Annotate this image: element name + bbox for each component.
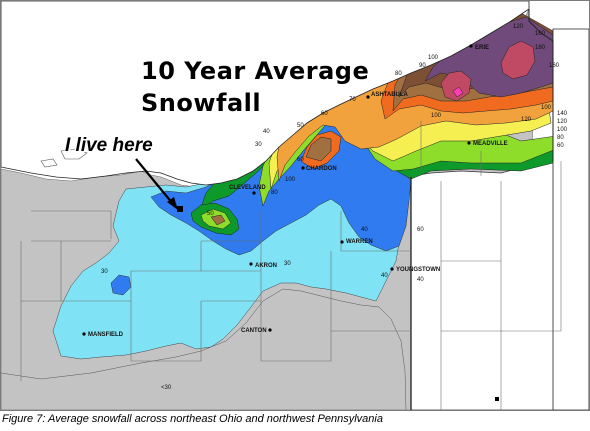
iso-60-pa: 60 <box>417 227 424 233</box>
label-cleveland: CLEVELAND <box>229 185 266 191</box>
iso-160-right: 160 <box>549 63 560 69</box>
region-70-cleveland-blob <box>210 214 226 226</box>
label-youngstown: YOUNGSTOWN <box>396 267 440 273</box>
label-akron: AKRON <box>255 263 277 269</box>
iso-100-chardon: 100 <box>285 177 296 183</box>
iso-100-pa2: 100 <box>541 105 552 111</box>
pa-ny-border <box>528 9 554 161</box>
iso-40-warren: 40 <box>361 227 368 233</box>
map-title-line1: 10 Year Average <box>141 57 370 85</box>
iso-120-right: 120 <box>557 119 568 125</box>
marker-warren <box>340 240 344 244</box>
region-lt30-south <box>1 288 407 410</box>
label-chardon: CHARDON <box>306 166 337 172</box>
map-title-line2: Snowfall <box>141 89 262 117</box>
iso-30: 30 <box>255 142 262 148</box>
map-frame: ERIE ASHTABULA MEADVILLE CHARDON CLEVELA… <box>0 0 590 411</box>
iso-140-right: 140 <box>557 111 568 117</box>
marker-se-corner <box>495 397 499 401</box>
iso-40-youngstown: 40 <box>381 273 388 279</box>
region-180-west <box>440 70 472 102</box>
home-annotation: I live here <box>65 135 153 156</box>
iso-50: 50 <box>297 123 304 129</box>
label-canton: CANTON <box>241 328 267 334</box>
iso-80-right: 80 <box>557 135 564 141</box>
iso-100-right: 100 <box>557 127 568 133</box>
label-ashtabula: ASHTABULA <box>371 92 409 98</box>
new-york-land <box>552 28 589 410</box>
label-mansfield: MANSFIELD <box>88 332 124 338</box>
home-marker <box>177 206 183 212</box>
marker-cleveland <box>252 191 256 195</box>
iso-80: 80 <box>395 71 402 77</box>
iso-50-blob: 50 <box>207 211 214 217</box>
iso-60-chardon: 60 <box>297 157 304 163</box>
city-markers <box>82 44 499 401</box>
iso-40-pa: 40 <box>417 277 424 283</box>
arrow-icon <box>135 158 178 210</box>
islands <box>40 148 88 168</box>
region-180-east <box>500 40 536 80</box>
iso-60-right: 60 <box>557 143 564 149</box>
region-peak <box>452 86 464 98</box>
marker-youngstown <box>390 267 394 271</box>
iso-120-pa: 120 <box>521 117 532 123</box>
iso-lt30: <30 <box>161 385 172 391</box>
iso-70: 70 <box>349 97 356 103</box>
marker-mansfield <box>82 332 86 336</box>
iso-90: 90 <box>419 63 426 69</box>
iso-60: 60 <box>321 111 328 117</box>
marker-meadville <box>467 141 471 145</box>
label-erie: ERIE <box>475 45 489 51</box>
figure-caption: Figure 7: Average snowfall across northe… <box>2 413 383 425</box>
label-warren: WARREN <box>346 239 373 245</box>
iso-100-pa: 100 <box>431 113 442 119</box>
county-lines <box>20 121 562 410</box>
iso-100-erie: 100 <box>428 55 439 61</box>
iso-30-west: 30 <box>101 269 108 275</box>
marker-chardon <box>301 166 305 170</box>
marker-ashtabula <box>366 95 370 99</box>
iso-160-top: 160 <box>535 31 546 37</box>
iso-80-chardon: 80 <box>271 190 278 196</box>
marker-canton <box>268 328 272 332</box>
label-meadville: MEADVILLE <box>473 141 508 147</box>
marker-akron <box>249 262 253 266</box>
marker-erie <box>469 44 473 48</box>
iso-30-akron: 30 <box>284 261 291 267</box>
iso-120-top: 120 <box>513 24 524 30</box>
contour-labels: 120 160 180 160 140 120 100 80 60 100 90… <box>101 24 568 391</box>
lake-erie-shore <box>1 1 530 186</box>
iso-40: 40 <box>263 129 270 135</box>
iso-180-top: 180 <box>535 45 546 51</box>
snowfall-map: ERIE ASHTABULA MEADVILLE CHARDON CLEVELA… <box>1 1 589 410</box>
